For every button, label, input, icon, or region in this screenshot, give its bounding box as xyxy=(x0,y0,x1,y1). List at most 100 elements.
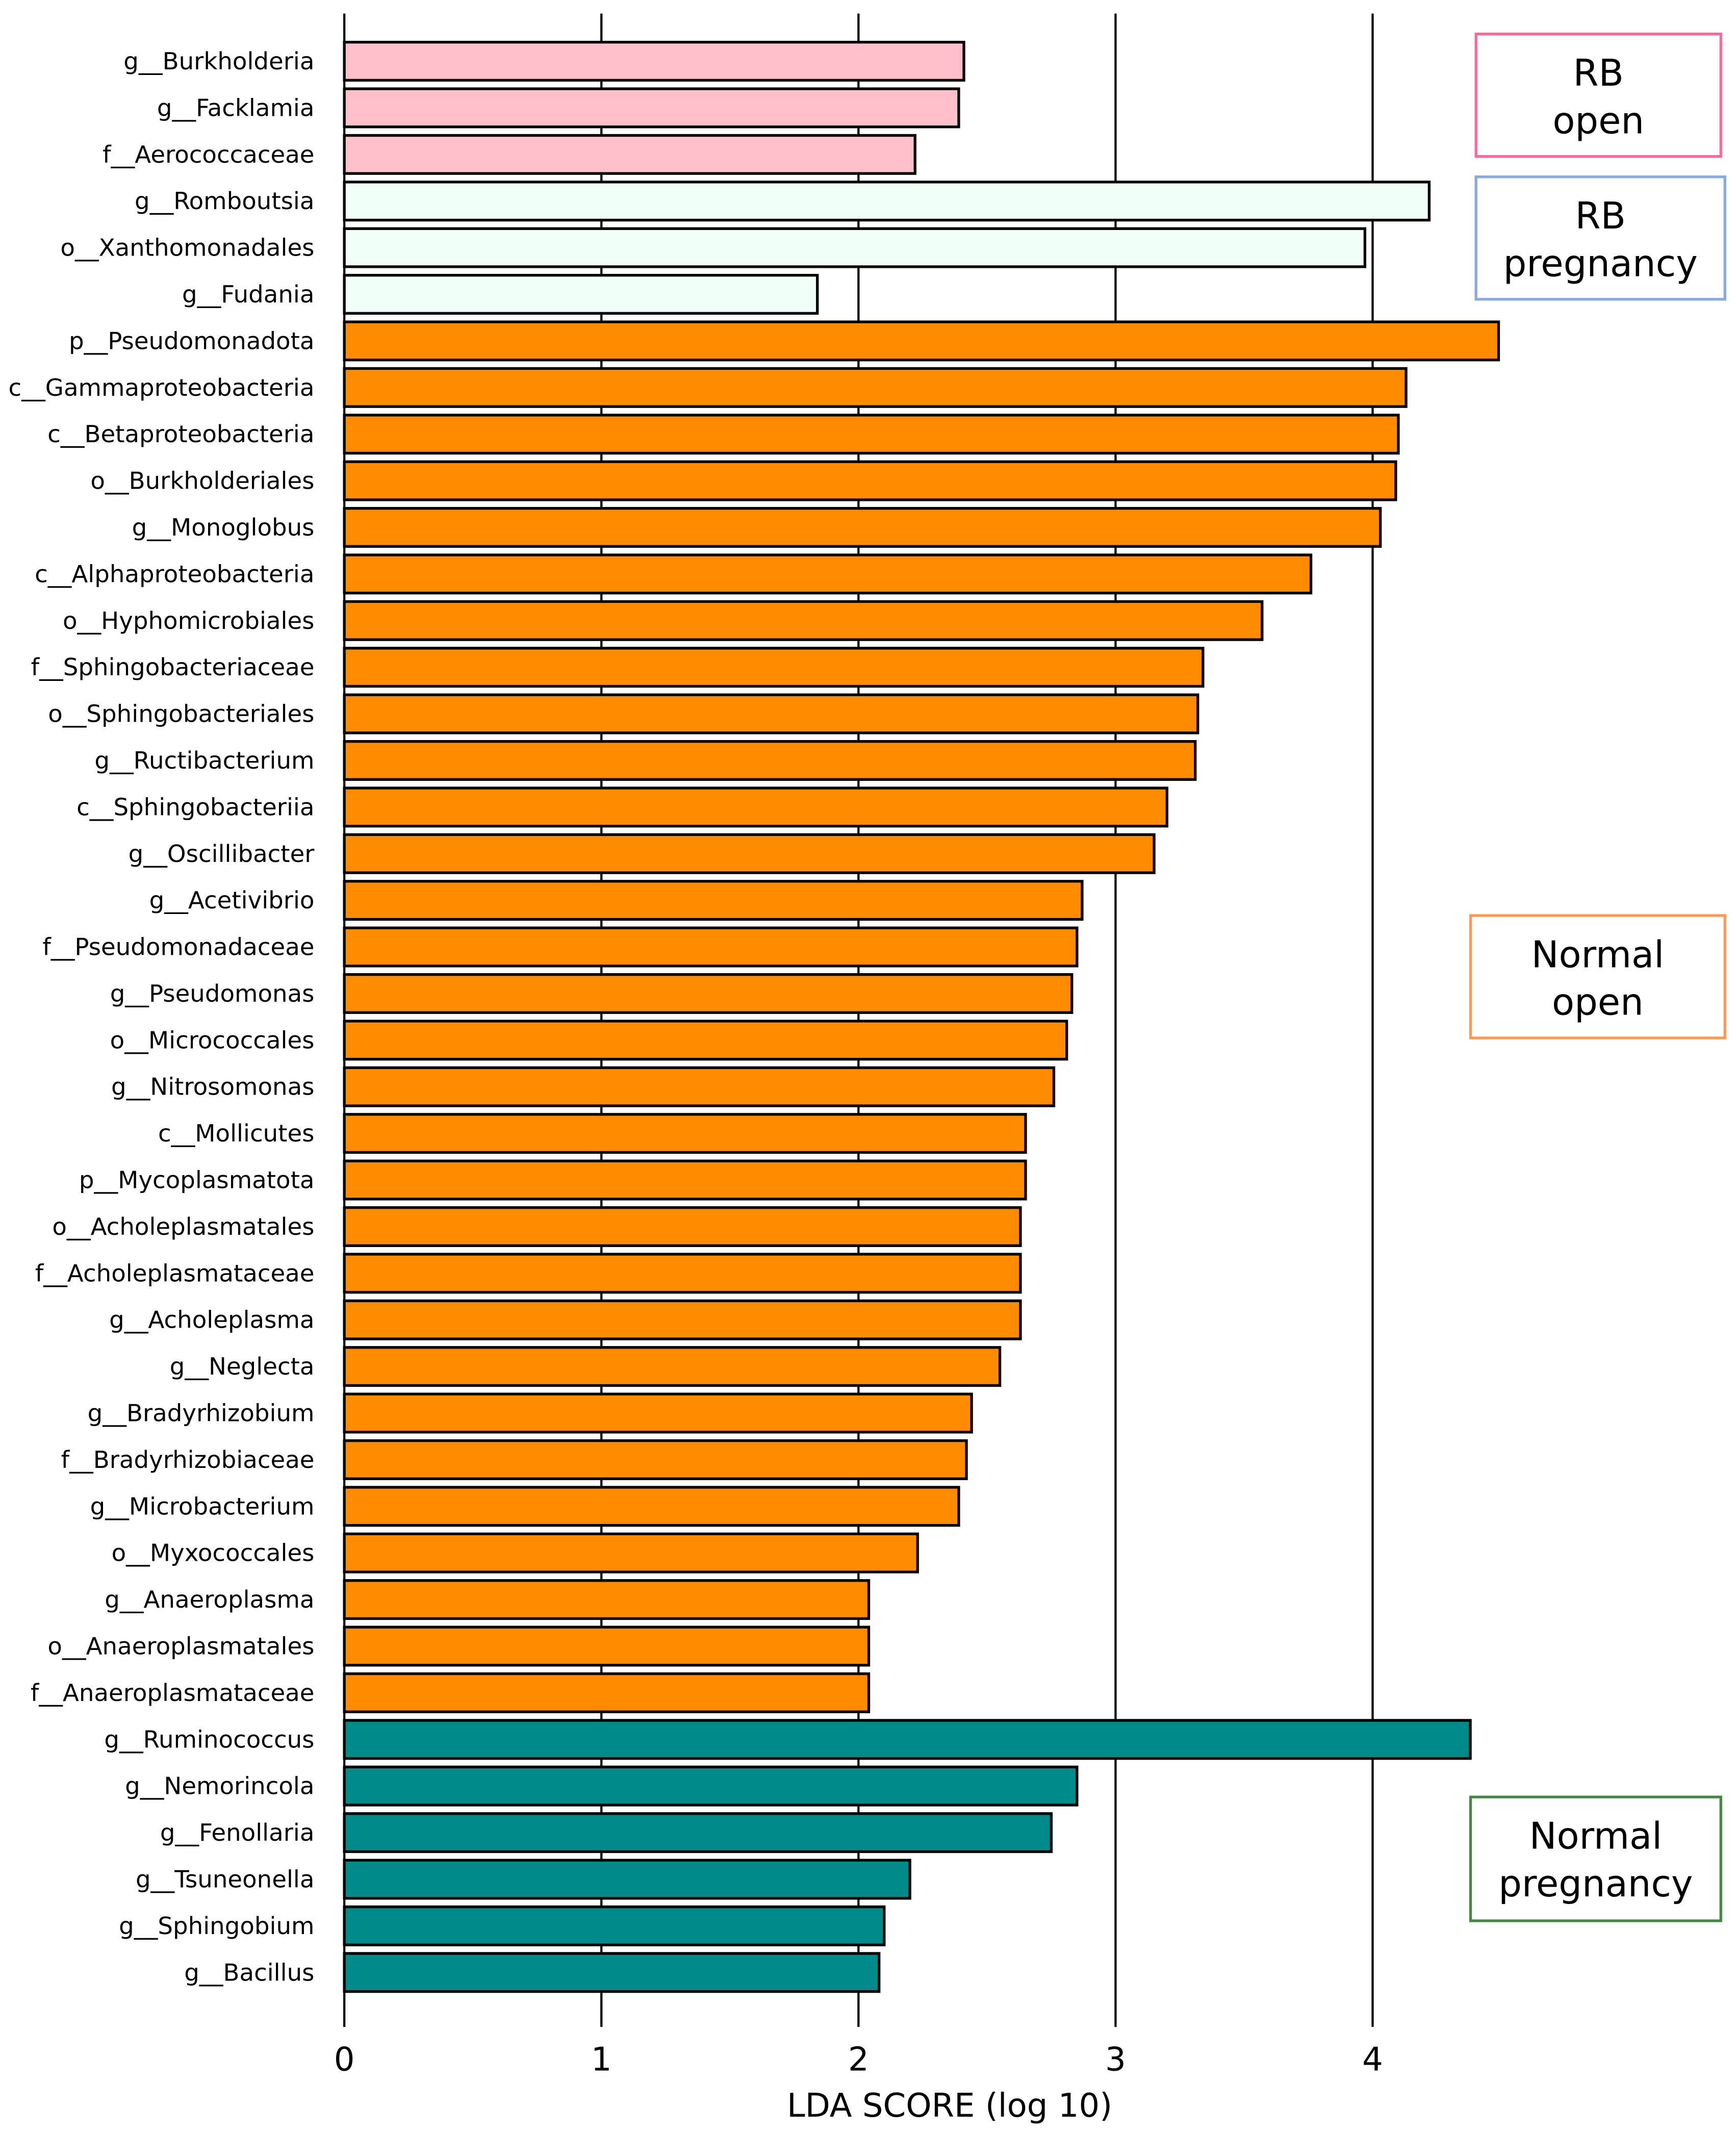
bar xyxy=(343,553,1313,595)
category-label: g__Bacillus xyxy=(184,1959,314,1987)
bars xyxy=(343,41,1500,1993)
bar xyxy=(343,1020,1068,1061)
category-label: c__Alphaproteobacteria xyxy=(35,561,314,588)
bar xyxy=(343,1812,1053,1853)
category-label: g__Fenollaria xyxy=(160,1819,315,1847)
category-label: c__Sphingobacteriia xyxy=(76,794,314,821)
bar xyxy=(343,1579,871,1620)
category-label: g__Neglecta xyxy=(170,1353,315,1381)
category-label: g__Acetivibrio xyxy=(149,887,315,915)
bar xyxy=(343,320,1500,362)
bar xyxy=(343,1765,1079,1807)
category-label: f__Aerococcaceae xyxy=(103,141,314,169)
category-label: g__Ruminococcus xyxy=(104,1726,314,1754)
bar xyxy=(343,880,1084,921)
bar xyxy=(343,693,1199,734)
bar xyxy=(343,833,1156,874)
bar xyxy=(343,1626,871,1667)
category-label: g__Ructibacterium xyxy=(94,747,314,775)
category-label: g__Nemorincola xyxy=(125,1773,314,1800)
category-label: g__Anaeroplasma xyxy=(105,1586,314,1614)
legend-label-line1: Normal xyxy=(1531,933,1665,976)
category-label: g__Oscillibacter xyxy=(129,841,315,868)
bar xyxy=(343,1066,1056,1107)
category-label: f__Sphingobacteriaceae xyxy=(31,654,315,681)
bar xyxy=(343,227,1367,268)
category-label: o__Sphingobacteriales xyxy=(48,701,314,728)
bar xyxy=(343,414,1400,455)
bar xyxy=(343,1859,911,1900)
category-label: g__Burkholderia xyxy=(123,48,314,75)
x-axis-label: LDA SCORE (log 10) xyxy=(787,2087,1112,2125)
bar xyxy=(343,786,1168,828)
bar xyxy=(343,1392,973,1434)
category-label: c__Betaproteobacteria xyxy=(47,421,314,448)
bar xyxy=(343,273,819,315)
bar xyxy=(343,1905,886,1946)
bar xyxy=(343,1206,1022,1247)
legend-label-line2: pregnancy xyxy=(1498,1862,1693,1905)
bar xyxy=(343,740,1197,781)
bar xyxy=(343,87,960,129)
x-tick-label: 3 xyxy=(1105,2041,1126,2078)
category-label: g__Facklamia xyxy=(157,94,315,122)
category-label: p__Pseudomonadota xyxy=(69,327,315,355)
legend-box xyxy=(1469,914,1726,1039)
category-label: g__Fudania xyxy=(182,281,314,309)
bar xyxy=(343,134,916,175)
category-label: o__Hyphomicrobiales xyxy=(63,607,315,635)
bar xyxy=(343,1719,1472,1760)
x-tick-label: 4 xyxy=(1362,2041,1383,2078)
category-labels: g__Burkholderia g__Facklamia f__Aerococcac… xyxy=(8,48,315,1987)
x-tick-label: 0 xyxy=(334,2041,355,2078)
category-label: g__Sphingobium xyxy=(119,1913,314,1940)
category-label: p__Mycoplasmatota xyxy=(79,1167,315,1195)
bar xyxy=(343,1672,871,1713)
x-tick-label: 2 xyxy=(848,2041,869,2078)
bar xyxy=(343,1299,1022,1340)
category-label: g__Pseudomonas xyxy=(110,980,315,1008)
legend-item: RB pregnancy xyxy=(1474,175,1726,301)
legend-label-line1: RB xyxy=(1575,194,1626,237)
bar xyxy=(343,1346,1002,1387)
category-label: c__Gammaproteobacteria xyxy=(8,374,314,402)
bar xyxy=(343,367,1408,408)
bar xyxy=(343,181,1431,222)
x-tick-label: 1 xyxy=(591,2041,612,2078)
legend-label-line1: Normal xyxy=(1529,1815,1663,1858)
legend-label-line2: pregnancy xyxy=(1503,242,1698,285)
legend-label-line2: open xyxy=(1552,99,1644,142)
category-label: g__Romboutsia xyxy=(135,188,314,215)
bar xyxy=(343,647,1205,688)
category-label: g__Monoglobus xyxy=(132,514,315,542)
bar xyxy=(343,1253,1022,1294)
bar xyxy=(343,600,1264,641)
category-label: o__Burkholderiales xyxy=(90,468,314,495)
category-label: f__Pseudomonadaceae xyxy=(42,934,314,961)
bar xyxy=(343,1532,919,1573)
category-label: g__Acholeplasma xyxy=(109,1307,314,1334)
bar xyxy=(343,506,1382,548)
legend-box xyxy=(1474,175,1726,301)
category-label: o__Myxococcales xyxy=(112,1540,315,1567)
bar xyxy=(343,1486,960,1527)
legend-item: RB open xyxy=(1474,33,1722,158)
bar xyxy=(343,1439,968,1480)
category-label: o__Xanthomonadales xyxy=(60,235,314,262)
category-label: g__Nitrosomonas xyxy=(111,1074,314,1101)
bar xyxy=(343,973,1074,1014)
legend-label-line2: open xyxy=(1552,981,1644,1024)
bar xyxy=(343,1952,881,1993)
category-label: f__Bradyrhizobiaceae xyxy=(61,1446,315,1474)
category-label: g__Bradyrhizobium xyxy=(88,1400,315,1428)
category-label: o__Anaeroplasmatales xyxy=(47,1633,314,1661)
legend-item: Normal open xyxy=(1469,914,1726,1039)
bar xyxy=(343,926,1079,968)
category-label: g__Microbacterium xyxy=(90,1493,315,1520)
legend-box xyxy=(1474,33,1722,158)
legend: RBopenRBpregnancyNormalopenNormalpregnan… xyxy=(1469,33,1726,1922)
bar xyxy=(343,1113,1027,1154)
category-label: f__Acholeplasmataceae xyxy=(35,1260,315,1287)
